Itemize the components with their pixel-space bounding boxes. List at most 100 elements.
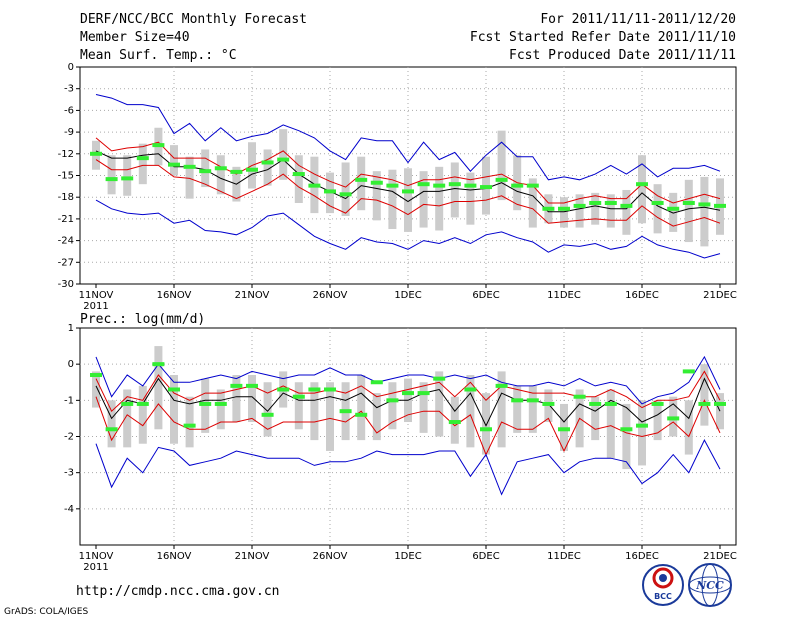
grads-credit: GrADS: COLA/IGES	[4, 607, 88, 617]
temp-x-tick-label: 21NOV	[235, 290, 270, 301]
precip-range-bar	[513, 385, 522, 433]
temp-range-bar	[450, 162, 459, 218]
temp-marker	[651, 200, 664, 205]
temp-marker	[620, 203, 633, 208]
precip-range-bar	[138, 385, 147, 444]
website-url[interactable]: http://cmdp.ncc.cma.gov.cn	[76, 584, 280, 599]
precip-marker	[292, 394, 305, 399]
temp-marker	[230, 169, 243, 174]
precip-range-bar	[232, 375, 241, 423]
precip-marker	[480, 427, 492, 432]
temp-marker	[714, 203, 726, 208]
temp-range-bar	[684, 179, 693, 243]
precip-marker	[542, 401, 555, 406]
precip-marker	[636, 423, 648, 428]
temp-marker	[636, 182, 648, 187]
temp-range-bar	[185, 156, 194, 199]
temp-marker	[261, 160, 274, 165]
temp-y-tick-label: -6	[64, 105, 74, 116]
bcc-logo: BCC	[642, 564, 684, 606]
precip-marker	[339, 409, 352, 414]
temp-range-bar	[700, 176, 709, 247]
precip-marker	[698, 401, 711, 406]
precip-line-lower	[95, 396, 721, 456]
precip-marker	[152, 362, 165, 367]
temp-marker	[136, 156, 149, 161]
temp-range-bar	[404, 168, 412, 232]
precip-y-tick-label: -2	[64, 432, 74, 443]
precip-range-bar	[216, 389, 225, 430]
precip-range-bar	[326, 382, 334, 451]
temp-range-bar	[419, 171, 428, 228]
temp-y-tick-label: 0	[68, 62, 74, 73]
precip-marker	[604, 401, 617, 406]
precip-marker	[558, 427, 570, 432]
precip-marker	[90, 373, 102, 378]
temp-y-tick-label: -9	[64, 127, 74, 138]
temp-x-tick-year: 2011	[83, 301, 108, 312]
precip-range-bar	[154, 346, 163, 430]
temp-range-bar	[575, 194, 584, 228]
precip-marker	[511, 398, 524, 403]
precip-line-upper	[95, 370, 721, 413]
precip-x-tick-label: 26NOV	[313, 551, 348, 562]
precip-marker	[651, 401, 664, 406]
temp-range-bar	[606, 194, 615, 228]
precip-range-bar	[123, 389, 132, 448]
precip-marker	[168, 387, 180, 392]
temp-range-bar	[294, 155, 303, 203]
member-size: Member Size=40	[80, 30, 190, 45]
precip-range-bar	[528, 385, 537, 433]
temp-y-tick-label: -18	[58, 192, 74, 203]
precip-y-tick-label: 1	[68, 323, 74, 334]
temp-marker	[402, 189, 414, 194]
precip-range-bar	[591, 396, 600, 441]
precip-x-tick-label: 16DEC	[625, 551, 659, 562]
temp-marker	[682, 200, 695, 205]
temp-range-bar	[653, 184, 662, 234]
temp-marker	[448, 182, 461, 187]
precip-marker	[667, 416, 680, 421]
temp-range-bar	[466, 172, 475, 225]
temp-range-bar	[341, 162, 350, 217]
temp-range-bar	[435, 166, 444, 231]
temp-y-tick-label: -15	[58, 171, 74, 182]
precip-range-bar	[622, 403, 631, 470]
temp-range-bar	[123, 155, 132, 196]
temp-marker	[355, 177, 368, 182]
temp-range-bar	[560, 197, 568, 228]
variable-label: Mean Surf. Temp.: °C	[80, 48, 237, 63]
precip-marker	[136, 401, 149, 406]
temp-range-bar	[528, 178, 537, 228]
precip-marker	[448, 420, 461, 425]
temp-marker	[511, 183, 524, 188]
temp-marker	[542, 206, 555, 211]
temp-marker	[277, 157, 290, 162]
temp-y-tick-label: -3	[64, 84, 74, 95]
precip-marker	[402, 391, 414, 396]
temp-marker	[558, 206, 570, 211]
temp-y-tick-label: -24	[58, 236, 74, 247]
temp-range-bar	[372, 171, 381, 221]
forecast-period: For 2011/11/11-2011/12/20	[540, 12, 736, 27]
temp-x-tick-label: 1DEC	[394, 290, 421, 301]
temp-range-bar	[216, 155, 225, 195]
precip-range-bar	[185, 396, 194, 448]
temp-range-bar	[388, 169, 397, 230]
precip-range-bar	[263, 382, 272, 437]
precip-marker	[682, 369, 695, 374]
precip-marker	[355, 412, 368, 417]
temp-y-tick-label: -21	[58, 214, 74, 225]
precip-range-bar	[638, 400, 646, 466]
precip-marker	[573, 394, 586, 399]
temp-x-tick-label: 11NOV	[79, 290, 114, 301]
precip-marker	[714, 401, 726, 406]
temp-range-bar	[497, 130, 506, 201]
precip-marker	[199, 401, 212, 406]
precip-range-bar	[372, 393, 381, 441]
temp-marker	[526, 183, 539, 188]
precip-line-min	[95, 438, 721, 496]
temp-line-mean	[95, 150, 721, 214]
